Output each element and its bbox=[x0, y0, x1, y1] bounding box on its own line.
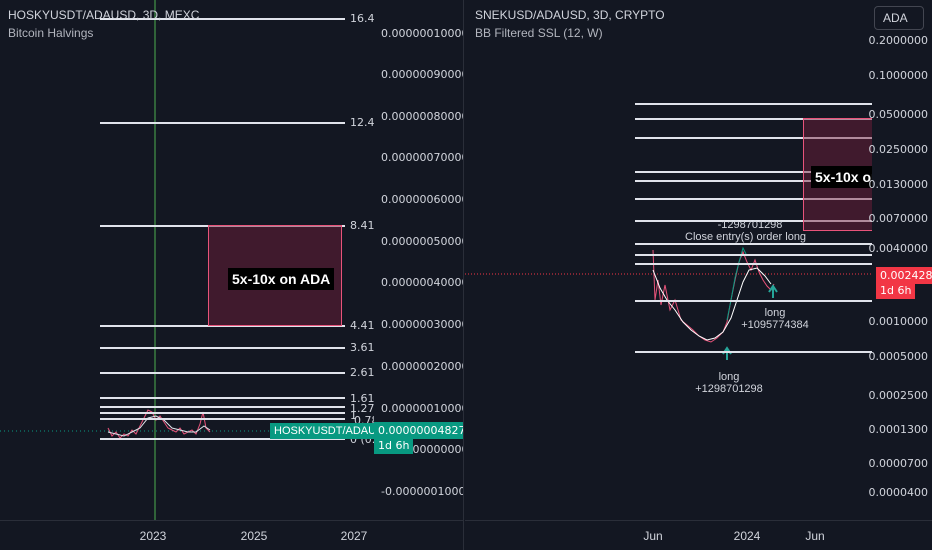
fib-line-1-6 bbox=[100, 397, 345, 399]
x-tick-label: 2023 bbox=[139, 529, 167, 543]
long-arrow-up bbox=[722, 346, 732, 360]
long-entry-label-2: long bbox=[764, 307, 786, 319]
right-plot-area[interactable]: 5x-10x on ADA -1298701298 Close entry(s)… bbox=[465, 0, 872, 520]
fib-line-0 bbox=[100, 438, 345, 440]
long-entry-qty: +1298701298 bbox=[695, 383, 763, 395]
long-arrow-up-2 bbox=[768, 284, 778, 298]
y-tick-label: 0.0010000 bbox=[868, 315, 929, 328]
fib-line-1-27 bbox=[100, 406, 345, 408]
long-entry-annotation-2: long +1095774384 bbox=[735, 307, 815, 331]
y-tick-label: 0.000000700000 bbox=[381, 151, 463, 164]
fib-line bbox=[635, 254, 872, 256]
countdown-badge: 1d 6h bbox=[374, 437, 414, 454]
countdown-badge: 1d 6h bbox=[876, 282, 916, 299]
y-tick-label: 0.000000500000 bbox=[381, 235, 463, 248]
fib-label: 12.4 bbox=[350, 116, 374, 129]
y-tick-label: 0.000000600000 bbox=[381, 193, 463, 206]
y-tick-label: 0.1000000 bbox=[868, 69, 929, 82]
currency-selector-button[interactable]: ADA bbox=[874, 6, 924, 30]
long-entry-annotation: long +1298701298 bbox=[689, 371, 769, 395]
x-tick-label: Jun bbox=[805, 529, 825, 543]
fib-label: 3.618 bbox=[350, 341, 374, 354]
target-box-label: 5x-10x on ADA bbox=[811, 166, 872, 188]
long-entry-label: long bbox=[718, 371, 740, 383]
snek-green-series bbox=[726, 246, 748, 321]
fib-line bbox=[635, 220, 872, 222]
x-tick-label: Jun bbox=[643, 529, 663, 543]
y-tick-label: 0.0070000 bbox=[868, 212, 929, 225]
fib-line bbox=[635, 243, 872, 245]
y-tick-label: 0.0040000 bbox=[868, 242, 929, 255]
fib-label: 2.618 bbox=[350, 366, 374, 379]
y-tick-label: 0.0130000 bbox=[868, 178, 929, 191]
right-chart-pane[interactable]: 5x-10x on ADA -1298701298 Close entry(s)… bbox=[465, 0, 932, 550]
fib-label: 1 bbox=[350, 409, 357, 422]
fib-line bbox=[635, 103, 872, 105]
hosky-price-series bbox=[107, 409, 211, 439]
close-order-annotation: -1298701298 Close entry(s) order long bbox=[685, 219, 806, 243]
right-chart-title[interactable]: SNEKUSD/ADAUSD, 3D, CRYPTO bbox=[475, 8, 665, 22]
fib-line-16 bbox=[100, 18, 345, 20]
current-price-badge: 0.0024288 bbox=[876, 267, 932, 284]
fib-label: 1.27 bbox=[350, 402, 374, 415]
fib-line-1 bbox=[100, 412, 345, 414]
y-tick-label: 0.0005000 bbox=[868, 350, 929, 363]
left-indicator-label[interactable]: Bitcoin Halvings bbox=[8, 26, 94, 40]
fib-line bbox=[635, 118, 872, 120]
fib-line bbox=[635, 300, 872, 302]
y-tick-label: 0.0002500 bbox=[868, 389, 929, 402]
fib-line bbox=[635, 171, 872, 173]
fib-line bbox=[635, 180, 872, 182]
y-tick-label: 0.000000900000 bbox=[381, 68, 463, 81]
snek-price-series bbox=[652, 249, 775, 343]
fib-line bbox=[635, 137, 872, 139]
fib-line-2 bbox=[100, 372, 345, 374]
fib-label: 16.4 bbox=[350, 12, 374, 25]
y-tick-label: 0.2000000 bbox=[868, 34, 929, 47]
y-tick-label: 0.0500000 bbox=[868, 108, 929, 121]
fib-line-8 bbox=[100, 225, 345, 227]
y-tick-label: 0.0000700 bbox=[868, 457, 929, 470]
right-time-axis[interactable]: Jun 2024 Jun bbox=[465, 520, 932, 550]
left-chart-pane[interactable]: 16.4 12.4 8.414 4.414 3.618 2.618 1.618 … bbox=[0, 0, 464, 550]
y-tick-label: 0.0250000 bbox=[868, 143, 929, 156]
y-tick-label: 0.000000200000 bbox=[381, 360, 463, 373]
snek-ssl-series bbox=[652, 267, 772, 341]
x-tick-label: 2027 bbox=[340, 529, 368, 543]
x-tick-label: 2025 bbox=[240, 529, 268, 543]
x-tick-label: 2024 bbox=[733, 529, 761, 543]
right-plot-svg bbox=[465, 246, 872, 360]
fib-line-4 bbox=[100, 325, 345, 327]
symbol-badge: HOSKYUSDT/ADAUSD bbox=[270, 423, 374, 439]
fib-label: 4.414 bbox=[350, 319, 374, 332]
close-order-qty: -1298701298 bbox=[717, 219, 783, 231]
fib-line bbox=[635, 263, 872, 265]
y-tick-label: 0.0000400 bbox=[868, 486, 929, 499]
fib-line bbox=[635, 351, 872, 353]
target-box-label: 5x-10x on ADA bbox=[228, 268, 335, 290]
fib-label: 8.414 bbox=[350, 219, 374, 232]
y-tick-label: 0.000000800000 bbox=[381, 110, 463, 123]
close-order-text: Close entry(s) order long bbox=[685, 231, 807, 243]
y-tick-label: 0.000000400000 bbox=[381, 276, 463, 289]
fib-line-3 bbox=[100, 347, 345, 349]
right-price-axis[interactable]: 0.2000000 0.1000000 0.0500000 0.0250000 … bbox=[868, 0, 932, 520]
fib-line-12 bbox=[100, 122, 345, 124]
current-price-badge: 0.000000048272 bbox=[374, 422, 463, 439]
fib-line bbox=[635, 198, 872, 200]
y-tick-label: 0.000000300000 bbox=[381, 318, 463, 331]
right-indicator-label[interactable]: BB Filtered SSL (12, W) bbox=[475, 26, 603, 40]
fib-label: 1.618 bbox=[350, 392, 374, 405]
y-tick-label: 0.0001300 bbox=[868, 423, 929, 436]
fib-line-0-78 bbox=[100, 418, 345, 420]
long-entry-qty-2: +1095774384 bbox=[741, 319, 809, 331]
left-chart-title[interactable]: HOSKYUSDT/ADAUSD, 3D, MEXC bbox=[8, 8, 200, 22]
left-plot-area[interactable]: 16.4 12.4 8.414 4.414 3.618 2.618 1.618 … bbox=[0, 0, 374, 520]
left-time-axis[interactable]: 2023 2025 2027 bbox=[0, 520, 463, 550]
